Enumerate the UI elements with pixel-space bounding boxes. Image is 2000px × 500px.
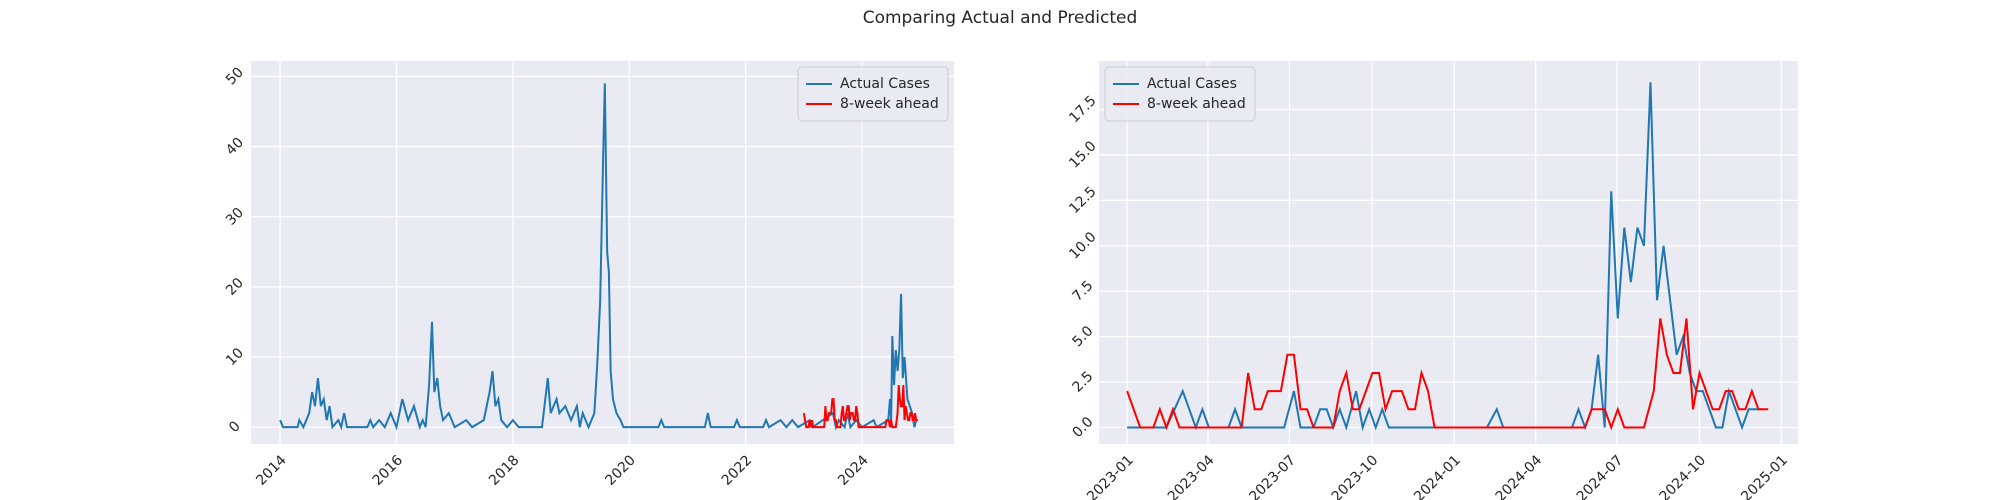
legend-label: Actual Cases — [840, 76, 930, 92]
y-tick-label: 40 — [223, 135, 247, 159]
plot-area — [1099, 61, 1798, 444]
x-tick-label: 2024-07 — [1574, 452, 1627, 500]
legend-label: 8-week ahead — [1147, 96, 1246, 112]
y-tick-label: 7.5 — [1069, 278, 1096, 305]
x-tick-label: 2018 — [486, 452, 523, 489]
y-tick-label: 50 — [223, 64, 247, 88]
x-tick-label: 2024-01 — [1411, 452, 1464, 500]
y-tick-label: 0 — [226, 418, 244, 436]
y-tick-label: 30 — [223, 205, 247, 229]
y-tick-label: 17.5 — [1066, 93, 1099, 126]
x-tick-label: 2023-04 — [1165, 452, 1218, 500]
legend-box — [1104, 66, 1256, 122]
x-tick-label: 2016 — [370, 452, 407, 489]
legend-label: Actual Cases — [1147, 76, 1237, 92]
y-tick-label: 12.5 — [1066, 184, 1099, 217]
data-line — [1127, 82, 1762, 432]
y-tick-label: 10 — [223, 345, 247, 369]
data-line — [802, 384, 918, 429]
x-tick-label: 2024-04 — [1493, 452, 1546, 500]
y-tick-label: 5.0 — [1069, 323, 1096, 350]
legend-label: 8-week ahead — [840, 96, 939, 112]
x-tick-label: 2023-01 — [1084, 452, 1137, 500]
x-tick-label: 2023-07 — [1246, 452, 1299, 500]
y-tick-label: 15.0 — [1066, 138, 1099, 171]
y-tick-label: 20 — [223, 275, 247, 299]
data-line — [1126, 318, 1769, 431]
x-tick-label: 2023-10 — [1329, 452, 1382, 500]
x-tick-label: 2024 — [835, 452, 872, 489]
figure-title: Comparing Actual and Predicted — [863, 8, 1138, 28]
x-tick-label: 2025-01 — [1738, 452, 1791, 500]
data-line — [279, 83, 918, 431]
y-tick-label: 0.0 — [1069, 414, 1096, 441]
y-tick-label: 2.5 — [1069, 369, 1096, 396]
x-tick-label: 2022 — [719, 452, 756, 489]
y-tick-label: 10.0 — [1066, 229, 1099, 262]
plot-area — [251, 61, 954, 444]
x-tick-label: 2014 — [253, 452, 290, 489]
x-tick-label: 2020 — [602, 452, 639, 489]
legend-box — [797, 66, 949, 122]
x-tick-label: 2024-10 — [1657, 452, 1710, 500]
